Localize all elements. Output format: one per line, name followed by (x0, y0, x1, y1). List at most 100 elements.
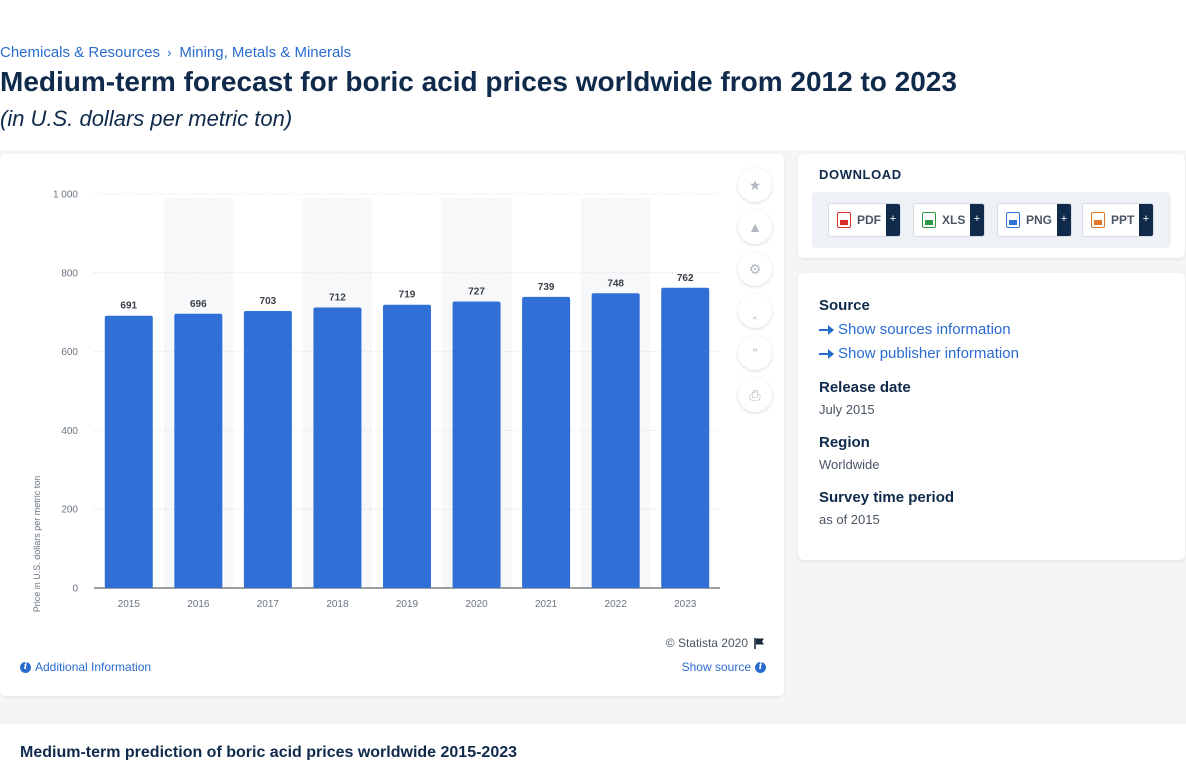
data-label: 691 (120, 301, 137, 312)
bar-2021[interactable] (522, 296, 571, 588)
chart-toolbar: ★ ▲ ⚙ ‸ ” ⎙ (738, 168, 772, 420)
survey-period-value: as of 2015 (819, 512, 880, 527)
show-sources-link[interactable]: Show sources information (819, 321, 1011, 338)
print-button[interactable]: ⎙ (738, 378, 772, 412)
plus-icon: + (1139, 204, 1153, 236)
download-card: DOWNLOAD PDF + XLS + PNG + PPT + (798, 154, 1185, 258)
settings-icon: ⚙ (748, 260, 762, 277)
bar-2020[interactable] (452, 301, 501, 588)
download-format-label: PDF (857, 213, 881, 227)
data-label: 719 (399, 290, 416, 301)
show-source-label: Show source (681, 660, 751, 674)
share-icon: ‸ (752, 302, 758, 319)
additional-information-link[interactable]: i Additional Information (20, 660, 151, 674)
print-icon: ⎙ (749, 386, 761, 403)
y-tick-label: 1 000 (53, 190, 78, 201)
breadcrumb-mining-metals-minerals[interactable]: Mining, Metals & Minerals (179, 44, 352, 61)
page-header: Chemicals & Resources › Mining, Metals &… (0, 0, 1186, 150)
quote-icon: ” (752, 345, 758, 361)
data-label: 727 (468, 287, 485, 298)
page-title: Medium-term forecast for boric acid pric… (0, 66, 957, 97)
chart-card: 0 200 400 600 800 1 000 691 696 703 712 719 727 739… (0, 154, 784, 696)
xls-file-icon (922, 212, 936, 228)
bar-chart: 0 200 400 600 800 1 000 691 696 703 712 719 727 739… (32, 190, 720, 613)
copyright-text: © Statista 2020 (665, 636, 748, 650)
plus-icon: + (1057, 204, 1071, 236)
y-tick-label: 600 (61, 347, 78, 358)
bar-2022[interactable] (591, 293, 640, 588)
metadata-card: Source Show sources information Show pub… (798, 273, 1185, 560)
y-tick-label: 400 (61, 426, 78, 437)
copyright: © Statista 2020 (666, 636, 766, 650)
x-tick-label: 2018 (326, 599, 349, 610)
plus-icon: + (970, 204, 984, 236)
png-file-icon (1006, 212, 1020, 228)
region-value: Worldwide (819, 457, 880, 472)
download-format-label: PPT (1111, 213, 1135, 227)
download-xls-button[interactable]: XLS + (913, 203, 985, 237)
show-sources-label: Show sources information (838, 321, 1011, 338)
bar-2019[interactable] (383, 304, 431, 588)
download-format-label: XLS (942, 213, 966, 227)
source-heading: Source (819, 297, 870, 314)
download-pdf-button[interactable]: PDF + (828, 203, 901, 237)
description-title: Medium-term prediction of boric acid pri… (20, 744, 518, 760)
flag-icon[interactable] (754, 637, 766, 650)
arrow-right-icon (819, 324, 834, 335)
x-tick-label: 2023 (674, 599, 697, 610)
data-label: 748 (607, 278, 624, 289)
x-tick-label: 2019 (396, 599, 419, 610)
x-tick-label: 2017 (257, 599, 280, 610)
info-icon: i (20, 661, 31, 673)
additional-information-label: Additional Information (35, 660, 152, 674)
notification-button[interactable]: ▲ (738, 210, 772, 244)
region-heading: Region (819, 434, 870, 451)
data-label: 712 (329, 292, 346, 303)
breadcrumb-chemicals-resources[interactable]: Chemicals & Resources (0, 44, 161, 61)
x-tick-label: 2020 (465, 599, 488, 610)
notification-icon: ▲ (748, 219, 762, 235)
data-label: 696 (190, 299, 207, 310)
data-label: 703 (260, 296, 277, 307)
pdf-file-icon (837, 212, 851, 228)
ppt-file-icon (1091, 212, 1105, 228)
plus-icon: + (886, 204, 900, 236)
favorite-button[interactable]: ★ (738, 168, 772, 202)
info-icon: i (755, 661, 766, 673)
settings-button[interactable]: ⚙ (738, 252, 772, 286)
download-buttons: PDF + XLS + PNG + PPT + (812, 192, 1171, 248)
share-button[interactable]: ‸ (738, 294, 772, 328)
bar-2017[interactable] (243, 311, 292, 588)
download-format-label: PNG (1026, 213, 1053, 227)
download-ppt-button[interactable]: PPT + (1082, 203, 1154, 237)
bar-2018[interactable] (313, 307, 362, 588)
data-label: 739 (538, 282, 555, 293)
y-tick-label: 800 (61, 268, 78, 279)
download-title: DOWNLOAD (819, 167, 902, 182)
y-tick-label: 200 (61, 505, 78, 516)
quote-button[interactable]: ” (738, 336, 772, 370)
description-card: Medium-term prediction of boric acid pri… (0, 724, 1186, 760)
y-tick-label: 0 (72, 584, 78, 595)
x-tick-label: 2016 (187, 599, 210, 610)
show-publisher-label: Show publisher information (838, 345, 1019, 362)
bar-2015[interactable] (104, 315, 153, 588)
x-tick-label: 2015 (118, 599, 141, 610)
x-tick-label: 2021 (535, 599, 558, 610)
show-source-link[interactable]: Show source i (682, 660, 766, 674)
y-axis-label: Price in U.S. dollars per metric ton (32, 476, 42, 613)
page-subtitle: (in U.S. dollars per metric ton) (0, 106, 293, 131)
bar-2023[interactable] (661, 287, 710, 588)
breadcrumb-separator: › (167, 45, 172, 60)
release-date-heading: Release date (819, 379, 911, 396)
bar-2016[interactable] (174, 313, 223, 588)
favorite-icon: ★ (748, 176, 762, 193)
download-png-button[interactable]: PNG + (997, 203, 1072, 237)
x-tick-label: 2022 (605, 599, 628, 610)
breadcrumb: Chemicals & Resources › Mining, Metals &… (0, 44, 351, 61)
survey-period-heading: Survey time period (819, 489, 955, 506)
release-date-value: July 2015 (819, 402, 875, 417)
arrow-right-icon (819, 348, 834, 359)
show-publisher-link[interactable]: Show publisher information (819, 345, 1019, 362)
data-label: 762 (677, 273, 694, 284)
